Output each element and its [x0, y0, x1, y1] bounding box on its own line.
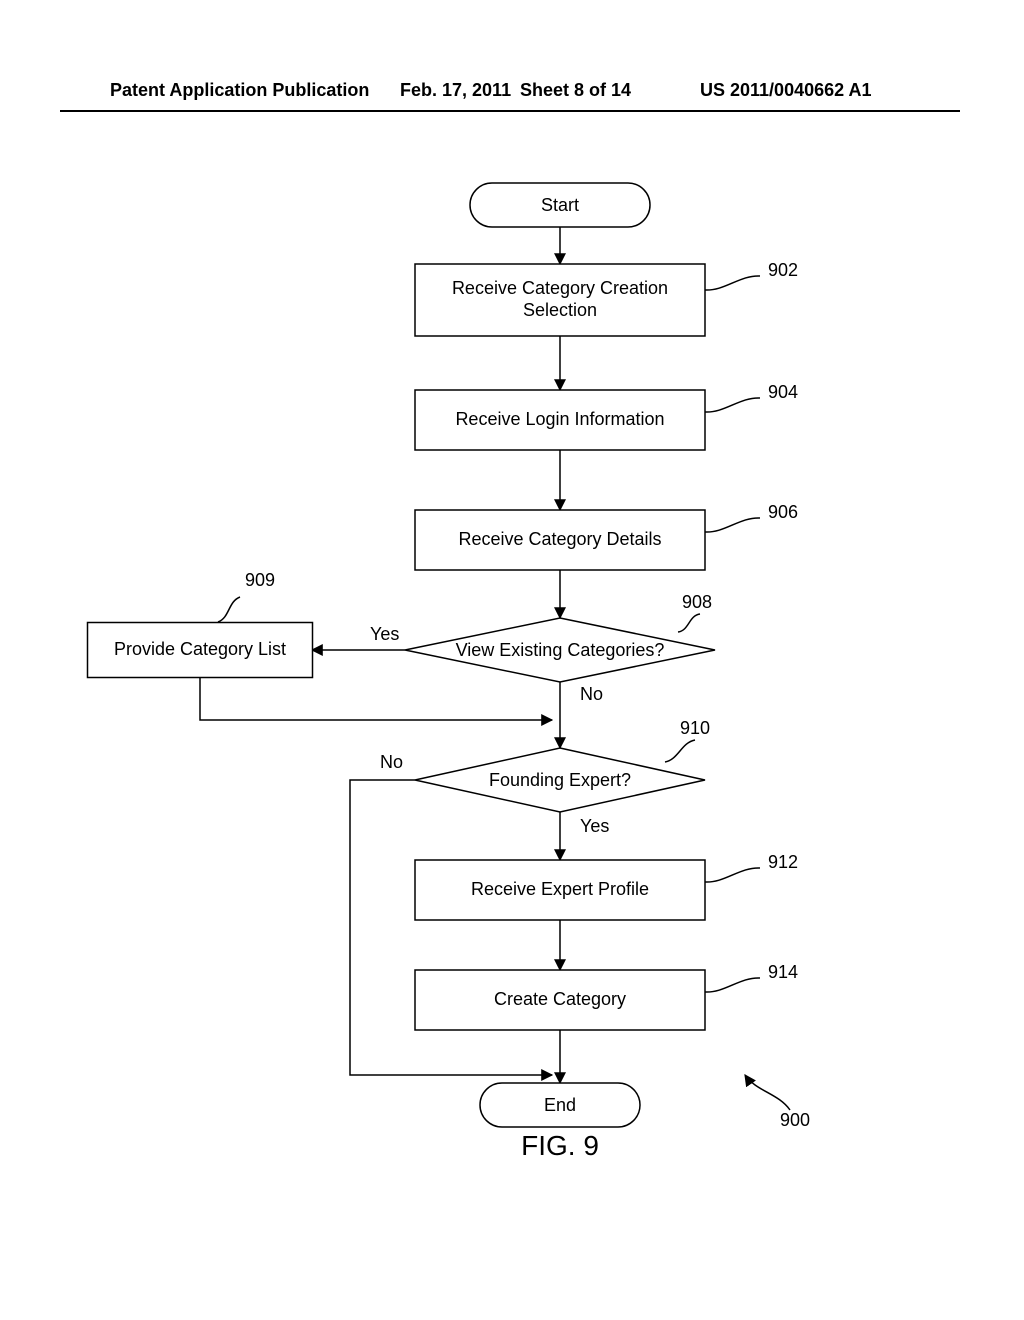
process-label-n912: Receive Expert Profile: [471, 879, 649, 899]
ref-number: 908: [682, 592, 712, 612]
decision-label-n908: View Existing Categories?: [456, 640, 665, 660]
terminator-label-end: End: [544, 1095, 576, 1115]
edge-label: No: [380, 752, 403, 772]
ref-number: 912: [768, 852, 798, 872]
ref-connector: [665, 740, 695, 762]
ref-connector: [705, 276, 760, 290]
edge-label: Yes: [580, 816, 609, 836]
ref-number: 900: [780, 1110, 810, 1130]
ref-connector: [705, 518, 760, 532]
edge-label: Yes: [370, 624, 399, 644]
process-label-n902: Receive Category Creation: [452, 278, 668, 298]
process-label-n914: Create Category: [494, 989, 626, 1009]
ref-number: 906: [768, 502, 798, 522]
ref-number: 909: [245, 570, 275, 590]
process-label-n909: Provide Category List: [114, 639, 286, 659]
edge: [200, 677, 552, 720]
process-label-n904: Receive Login Information: [455, 409, 664, 429]
ref-connector: [705, 978, 760, 992]
process-label-n902: Selection: [523, 300, 597, 320]
ref-number: 914: [768, 962, 798, 982]
figure-caption: FIG. 9: [521, 1130, 599, 1161]
edge-label: No: [580, 684, 603, 704]
ref-number: 910: [680, 718, 710, 738]
ref-connector: [705, 398, 760, 412]
flowchart-canvas: Yes No Yes No Start Receive Category Creatio…: [0, 0, 1024, 1320]
ref-connector: [705, 868, 760, 882]
ref-connector: [678, 614, 700, 632]
ref-connector: [745, 1075, 790, 1110]
process-label-n906: Receive Category Details: [458, 529, 661, 549]
ref-number: 904: [768, 382, 798, 402]
decision-label-n910: Founding Expert?: [489, 770, 631, 790]
ref-number: 902: [768, 260, 798, 280]
ref-connector: [218, 597, 240, 622]
terminator-label-start: Start: [541, 195, 579, 215]
